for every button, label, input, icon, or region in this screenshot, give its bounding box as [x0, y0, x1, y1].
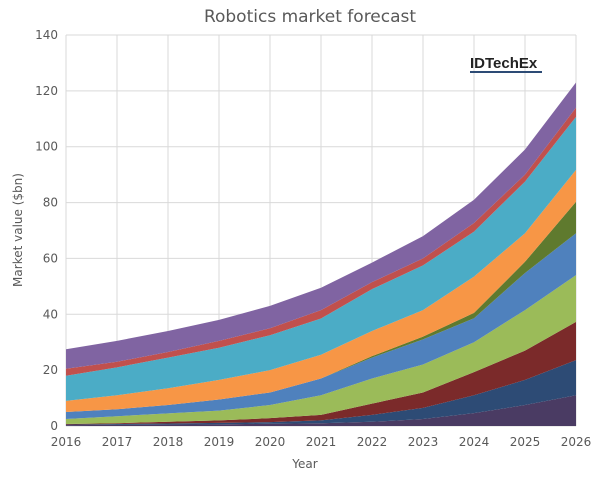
x-tick-label: 2017: [102, 435, 133, 449]
area-series-5: [66, 233, 576, 420]
area-series-7: [66, 169, 576, 413]
y-tick-label: 140: [35, 28, 58, 42]
idtechex-logo: IDTechEx: [470, 55, 538, 72]
area-series-1: [66, 395, 576, 426]
area-series-2: [66, 360, 576, 426]
y-tick-label: 120: [35, 84, 58, 98]
y-tick-label: 80: [43, 196, 58, 210]
y-tick-label: 100: [35, 140, 58, 154]
x-tick-label: 2016: [51, 435, 82, 449]
x-tick-label: 2026: [561, 435, 592, 449]
y-tick-label: 20: [43, 363, 58, 377]
x-tick-label: 2019: [204, 435, 235, 449]
x-axis-label: Year: [291, 457, 317, 471]
x-tick-label: 2022: [357, 435, 388, 449]
y-tick-label: 40: [43, 307, 58, 321]
area-series-8: [66, 116, 576, 401]
y-axis-label: Market value ($bn): [11, 173, 25, 287]
y-tick-label: 0: [50, 419, 58, 433]
x-tick-label: 2023: [408, 435, 439, 449]
x-tick-label: 2020: [255, 435, 286, 449]
x-tick-label: 2021: [306, 435, 337, 449]
area-series-3: [66, 321, 576, 425]
chart-title: Robotics market forecast: [204, 7, 416, 27]
y-tick-label: 60: [43, 251, 58, 265]
x-tick-label: 2024: [459, 435, 490, 449]
area-series-4: [66, 275, 576, 425]
x-tick-label: 2018: [153, 435, 184, 449]
x-tick-label: 2025: [510, 435, 541, 449]
